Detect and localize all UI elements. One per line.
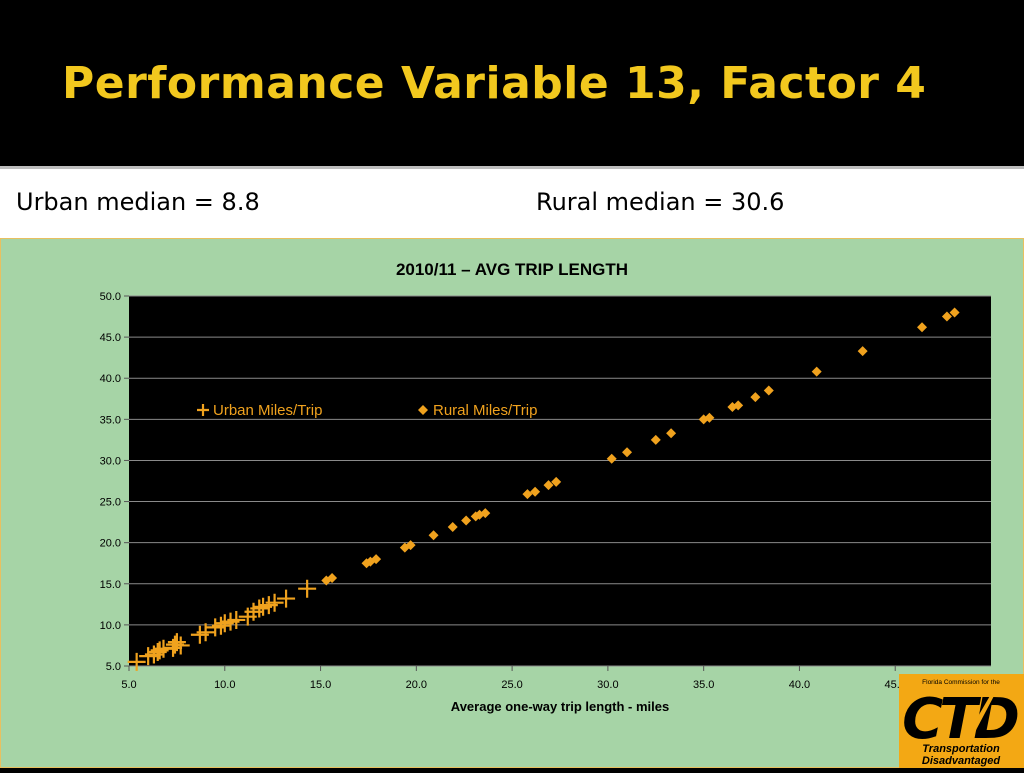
rural-point <box>811 366 822 377</box>
y-tick-label: 30.0 <box>100 455 121 467</box>
legend-rural-marker <box>418 405 428 415</box>
chart-panel: 2010/11 – AVG TRIP LENGTH 5.0 10.0 15.0 20.… <box>0 238 1024 768</box>
rural-point <box>365 556 376 567</box>
x-tick-label: 10.0 <box>214 679 235 691</box>
y-tick-label: 10.0 <box>100 620 121 632</box>
rural-point <box>698 414 709 425</box>
rural-point <box>551 476 562 487</box>
legend: Urban Miles/Trip Rural Miles/Trip <box>197 402 537 419</box>
chart-title: 2010/11 – AVG TRIP LENGTH <box>396 260 628 279</box>
data-points <box>127 307 960 671</box>
rural-point <box>530 486 541 497</box>
rural-point <box>650 434 661 445</box>
y-tick-label: 35.0 <box>100 414 121 426</box>
rural-point <box>917 322 928 333</box>
rural-point <box>405 540 416 551</box>
ctd-logo-graphic: Florida Commission for the CTD Transport… <box>902 679 1022 767</box>
legend-urban-marker <box>197 404 209 416</box>
urban-point <box>196 623 215 642</box>
gridlines <box>124 295 991 671</box>
logo-line-2: Disadvantaged <box>922 755 1001 767</box>
legend-rural-label: Rural Miles/Trip <box>433 402 537 419</box>
y-tick-label: 40.0 <box>100 373 121 385</box>
rural-point <box>428 530 439 541</box>
rural-point <box>733 400 744 411</box>
rural-point <box>750 392 761 403</box>
x-tick-label: 15.0 <box>310 679 331 691</box>
rural-point <box>543 480 554 491</box>
x-tick-label: 30.0 <box>597 679 618 691</box>
urban-median-text: Urban median = 8.8 <box>16 188 260 216</box>
urban-point <box>167 633 186 652</box>
urban-point <box>127 652 146 671</box>
logo-line-1: Transportation <box>922 743 1000 755</box>
rural-point <box>447 522 458 533</box>
y-tick-label: 15.0 <box>100 579 121 591</box>
legend-urban-marker-shape <box>197 404 209 416</box>
rural-point <box>763 385 774 396</box>
tick-labels: 5.0 10.0 15.0 20.0 25.0 30.0 35.0 40.0 45.0 50.0 5… <box>100 291 906 691</box>
y-tick-label: 25.0 <box>100 497 121 509</box>
rural-point <box>371 554 382 565</box>
scatter-chart: 2010/11 – AVG TRIP LENGTH 5.0 10.0 15.0 20.… <box>100 260 991 714</box>
x-tick-label: 35.0 <box>693 679 714 691</box>
rural-point <box>949 307 960 318</box>
x-tick-label: 25.0 <box>501 679 522 691</box>
rural-point <box>606 453 617 464</box>
rural-median-text: Rural median = 30.6 <box>536 188 785 216</box>
urban-point <box>265 593 284 612</box>
x-tick-label: 20.0 <box>406 679 427 691</box>
urban-point <box>171 636 190 655</box>
slide-title: Performance Variable 13, Factor 4 <box>62 58 927 109</box>
title-divider <box>0 160 1024 166</box>
title-band: Performance Variable 13, Factor 4 <box>0 0 1024 160</box>
y-tick-label: 20.0 <box>100 538 121 550</box>
urban-point <box>250 599 269 618</box>
rural-point <box>857 346 868 357</box>
title-divider-accent <box>0 166 1024 169</box>
legend-rural-marker-shape <box>418 405 428 415</box>
logo-road-stripe <box>969 694 995 732</box>
rural-point <box>327 573 338 584</box>
legend-urban-label: Urban Miles/Trip <box>213 402 322 419</box>
logo-caption: Florida Commission for the <box>922 679 1000 686</box>
urban-point <box>150 641 169 660</box>
rural-point <box>941 311 952 322</box>
rural-point <box>399 542 410 553</box>
ctd-logo: Florida Commission for the CTD Transport… <box>899 674 1024 768</box>
rural-point <box>622 447 633 458</box>
urban-point <box>298 579 317 598</box>
x-axis-label: Average one-way trip length - miles <box>451 699 669 714</box>
x-tick-label: 5.0 <box>121 679 136 691</box>
x-tick-label: 40.0 <box>789 679 810 691</box>
urban-point <box>227 610 246 629</box>
rural-point <box>461 515 472 526</box>
median-band <box>0 169 1024 238</box>
rural-point <box>480 508 491 519</box>
rural-point <box>522 489 533 500</box>
y-tick-label: 50.0 <box>100 291 121 303</box>
y-tick-label: 5.0 <box>106 661 121 673</box>
urban-point <box>211 616 230 635</box>
y-tick-label: 45.0 <box>100 332 121 344</box>
rural-point <box>704 412 715 423</box>
logo-mark: CTD <box>902 687 1018 752</box>
urban-point <box>277 589 296 608</box>
rural-point <box>666 428 677 439</box>
